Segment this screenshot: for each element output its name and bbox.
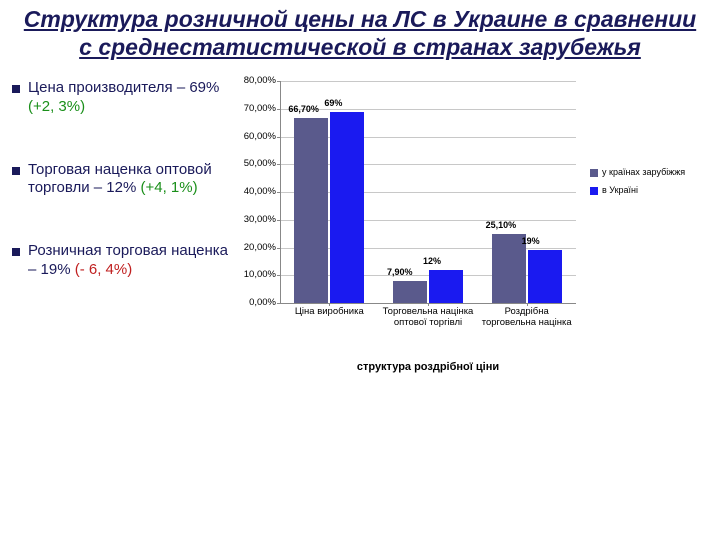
bullet-item: Розничная торговая наценка – 19% (- 6, 4… <box>12 242 236 280</box>
legend: у країнах зарубіжжя в Україні <box>586 71 694 411</box>
xaxis-title: структура роздрібної ціни <box>280 361 576 373</box>
bar <box>393 281 427 303</box>
category-label: Ціна виробника <box>280 307 379 318</box>
category-label: Роздрібна торговельна націнка <box>477 307 576 328</box>
bullet-text: Торговая наценка оптовой торговли – 12% … <box>28 161 236 199</box>
bar-label: 19% <box>522 236 584 246</box>
legend-swatch <box>590 169 598 177</box>
bar-label: 69% <box>324 98 386 108</box>
ytick-label: 30,00% <box>244 214 276 225</box>
bullet-text: Розничная торговая наценка – 19% (- 6, 4… <box>28 242 236 280</box>
ytick-label: 0,00% <box>249 297 276 308</box>
legend-item: у країнах зарубіжжя <box>590 167 694 177</box>
bar-label: 12% <box>423 256 485 266</box>
bullet-item: Цена производителя – 69% (+2, 3%) <box>12 79 236 117</box>
bullet-item: Торговая наценка оптовой торговли – 12% … <box>12 161 236 199</box>
gridline <box>280 81 576 82</box>
legend-label: в Україні <box>602 185 638 195</box>
content-row: Цена производителя – 69% (+2, 3%) Торгов… <box>0 65 720 411</box>
bar <box>330 112 364 303</box>
ytick-label: 40,00% <box>244 186 276 197</box>
bar <box>492 234 526 304</box>
chart-and-legend: 0,00% 10,00% 20,00% 30,00% 40,00% 50,00% 60,00… <box>236 65 714 411</box>
ytick-label: 60,00% <box>244 131 276 142</box>
bullet-text: Цена производителя – 69% (+2, 3%) <box>28 79 236 117</box>
bar <box>528 250 562 303</box>
bar <box>294 118 328 303</box>
bar <box>429 270 463 303</box>
bullet-marker <box>12 248 20 256</box>
legend-label: у країнах зарубіжжя <box>602 167 685 177</box>
legend-item: в Україні <box>590 185 694 195</box>
bullet-list: Цена производителя – 69% (+2, 3%) Торгов… <box>6 65 236 411</box>
category-label: Торговельна націнка оптової торгівлі <box>379 307 478 328</box>
ytick-label: 70,00% <box>244 103 276 114</box>
bullet-marker <box>12 167 20 175</box>
bar-chart: 0,00% 10,00% 20,00% 30,00% 40,00% 50,00% 60,00… <box>236 71 586 411</box>
bullet-marker <box>12 85 20 93</box>
ytick-label: 80,00% <box>244 75 276 86</box>
page-title: Структура розничной цены на ЛС в Украине… <box>0 0 720 65</box>
bar-label: 25,10% <box>486 220 548 230</box>
ytick-label: 10,00% <box>244 269 276 280</box>
legend-swatch <box>590 187 598 195</box>
ytick-label: 20,00% <box>244 242 276 253</box>
ytick-label: 50,00% <box>244 158 276 169</box>
